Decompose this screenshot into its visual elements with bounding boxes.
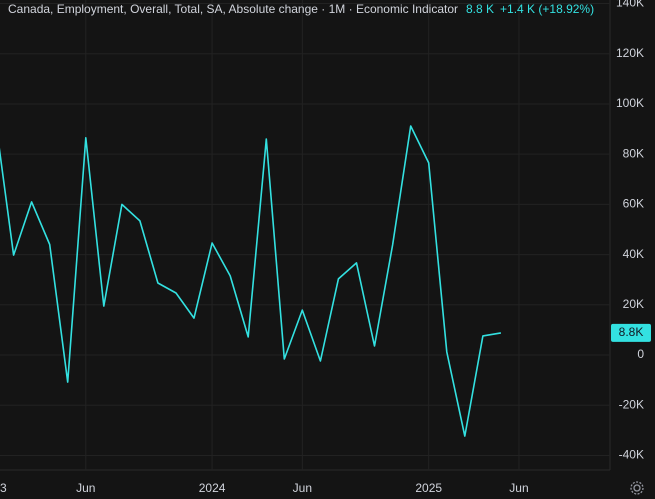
last-value-label: 8.8K — [619, 325, 644, 339]
y-tick-label: -20K — [619, 397, 644, 411]
x-tick-label: Jun — [509, 481, 528, 495]
y-tick-label: 40K — [623, 247, 644, 261]
x-tick-label: Jun — [76, 481, 95, 495]
series-line — [0, 125, 502, 437]
y-tick-label: 0 — [637, 347, 644, 361]
y-tick-label: 100K — [616, 96, 644, 110]
header: Canada, Employment, Overall, Total, SA, … — [8, 2, 594, 16]
y-tick-label: 120K — [616, 46, 644, 60]
chart-title: Canada, Employment, Overall, Total, SA, … — [8, 2, 458, 16]
x-tick-label: 2024 — [199, 481, 226, 495]
x-tick-label: 3 — [0, 481, 7, 495]
y-tick-label: 20K — [623, 297, 644, 311]
x-tick-label: 2025 — [415, 481, 442, 495]
grid — [0, 0, 610, 470]
y-tick-label: 60K — [623, 197, 644, 211]
y-tick-label: -40K — [619, 448, 644, 462]
y-tick-label: 140K — [616, 0, 644, 10]
settings-icon[interactable] — [630, 481, 644, 495]
header-change: +1.4 K (+18.92%) — [500, 2, 594, 16]
y-tick-label: 80K — [623, 146, 644, 160]
x-tick-label: Jun — [293, 481, 312, 495]
last-value-badge — [611, 323, 651, 342]
header-value: 8.8 K — [466, 2, 494, 16]
